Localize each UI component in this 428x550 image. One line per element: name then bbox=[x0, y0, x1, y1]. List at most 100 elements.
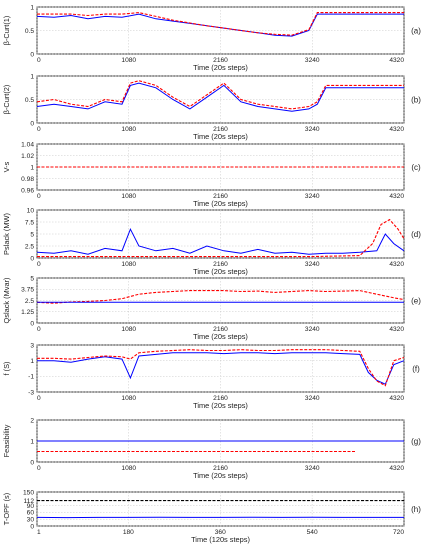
xtick-label: 3240 bbox=[305, 395, 320, 402]
xtick-label: 4320 bbox=[389, 326, 404, 333]
xtick-label: 1080 bbox=[121, 395, 136, 402]
xtick-label: 2160 bbox=[213, 326, 228, 333]
y-axis-label: T-OPF (s) bbox=[2, 493, 11, 525]
panel-d: 0 2.5 5 7.5 10 0 1080 2160 3240 4320 Time (20s ste… bbox=[2, 207, 421, 276]
ytick-label: 7.5 bbox=[25, 219, 34, 226]
xtick-label: 0 bbox=[37, 261, 41, 268]
xtick-label: 3240 bbox=[305, 193, 320, 200]
y-axis-label: f (S) bbox=[2, 362, 11, 376]
x-axis-label: Time (120s steps) bbox=[191, 535, 250, 544]
series-line-1 bbox=[37, 218, 405, 258]
xtick-label: 540 bbox=[307, 529, 318, 536]
ytick-label: 90 bbox=[27, 503, 35, 510]
xtick-label: 3240 bbox=[305, 465, 320, 472]
xtick-label: 4320 bbox=[389, 57, 404, 64]
ytick-label: 2.5 bbox=[25, 243, 34, 250]
x-axis-label: Time (20s steps) bbox=[193, 199, 248, 208]
xtick-label: 2160 bbox=[213, 126, 228, 133]
series-line-0 bbox=[36, 227, 405, 255]
panel-c: 0.96 0.98 1 1.02 1.04 0 1080 2160 3240 4320 Time (… bbox=[2, 141, 421, 208]
y-axis-label: Pslack (MW) bbox=[2, 213, 11, 255]
ytick-label: 0 bbox=[30, 120, 34, 127]
x-axis-label: Time (20s steps) bbox=[193, 332, 248, 341]
x-axis-label: Time (20s steps) bbox=[193, 471, 248, 480]
ytick-label: 1.25 bbox=[21, 309, 34, 316]
y-axis-label: β-Curt(1) bbox=[2, 16, 11, 46]
xtick-label: 1080 bbox=[121, 261, 136, 268]
plot-area bbox=[36, 491, 405, 527]
x-axis-label: Time (20s steps) bbox=[193, 401, 248, 410]
panel-tag: (h) bbox=[411, 505, 421, 514]
panel-a: 0 0.5 1 0 1080 2160 3240 4320 Time (20s steps) β-… bbox=[2, 4, 421, 72]
x-axis-label: Time (20s steps) bbox=[193, 132, 248, 141]
panel-tag: (b) bbox=[411, 96, 421, 105]
ytick-label: -1 bbox=[28, 374, 34, 381]
ytick-label: 5 bbox=[30, 231, 34, 238]
xtick-label: 2160 bbox=[213, 57, 228, 64]
ytick-label: 60 bbox=[27, 510, 35, 517]
y-axis-label: Feasibility bbox=[2, 424, 11, 457]
series-line-0 bbox=[36, 82, 404, 112]
panel-b: 0 0.5 1 0 1080 2160 3240 4320 Time (20s steps) β-… bbox=[2, 73, 421, 141]
y-axis-label: β-Curt(2) bbox=[2, 85, 11, 115]
panel-g: 0 1 2 0 1080 2160 3240 4320 Time (20s steps) Feas… bbox=[2, 417, 421, 480]
ytick-label: 0 bbox=[30, 320, 34, 327]
series-line-0 bbox=[36, 13, 404, 37]
ytick-label: 1 bbox=[30, 164, 34, 171]
xtick-label: 1080 bbox=[121, 465, 136, 472]
ytick-label: 0 bbox=[30, 51, 34, 58]
xtick-label: 4320 bbox=[389, 465, 404, 472]
x-axis-label: Time (20s steps) bbox=[193, 63, 248, 72]
panel-tag: (d) bbox=[411, 230, 421, 239]
panel-tag: (g) bbox=[411, 437, 421, 446]
xtick-label: 0 bbox=[37, 465, 41, 472]
ytick-label: 2 bbox=[30, 417, 34, 424]
xtick-label: 4320 bbox=[389, 261, 404, 268]
ytick-label: 1 bbox=[30, 73, 34, 80]
xtick-label: 360 bbox=[215, 529, 226, 536]
ytick-label: 1 bbox=[30, 438, 34, 445]
ytick-label: -3 bbox=[28, 389, 34, 396]
ytick-label: 0.5 bbox=[25, 28, 34, 35]
ytick-label: 1 bbox=[30, 4, 34, 11]
ytick-label: 30 bbox=[27, 517, 35, 524]
ytick-label: 3 bbox=[30, 342, 34, 349]
ytick-label: 150 bbox=[23, 489, 34, 496]
xtick-label: 4320 bbox=[389, 126, 404, 133]
y-axis-label: Qslack (Mvar) bbox=[2, 278, 11, 324]
ytick-label: 0 bbox=[30, 523, 34, 530]
panel-f: -3 -1 1 3 0 1080 2160 3240 4320 Time (20s steps) f… bbox=[2, 342, 420, 410]
ytick-label: 0.98 bbox=[21, 176, 34, 183]
xtick-label: 1080 bbox=[121, 326, 136, 333]
ytick-label: 0.5 bbox=[25, 97, 34, 104]
series-line-1 bbox=[36, 80, 404, 110]
ytick-label: 0.96 bbox=[21, 187, 34, 194]
xtick-label: 720 bbox=[393, 529, 404, 536]
ytick-label: 0 bbox=[30, 459, 34, 466]
xtick-label: 1080 bbox=[121, 193, 136, 200]
xtick-label: 2160 bbox=[213, 465, 228, 472]
panel-tag: (e) bbox=[411, 297, 421, 306]
xtick-label: 0 bbox=[37, 326, 41, 333]
panel-e: 0 1.25 2.5 3.75 5 0 1080 2160 3240 4320 Time (20s … bbox=[2, 275, 421, 341]
ytick-label: 1.02 bbox=[21, 153, 34, 160]
panel-tag: (c) bbox=[411, 163, 421, 172]
xtick-label: 2160 bbox=[213, 261, 228, 268]
xtick-label: 1 bbox=[37, 529, 41, 536]
xtick-label: 0 bbox=[37, 395, 41, 402]
xtick-label: 3240 bbox=[305, 326, 320, 333]
xtick-label: 180 bbox=[123, 529, 134, 536]
xtick-label: 0 bbox=[37, 126, 41, 133]
xtick-label: 1080 bbox=[121, 126, 136, 133]
x-axis-label: Time (20s steps) bbox=[193, 267, 248, 276]
y-axis-label: V-s bbox=[2, 161, 11, 172]
ytick-label: 112 bbox=[23, 498, 34, 505]
ytick-label: 5 bbox=[30, 275, 34, 282]
xtick-label: 2160 bbox=[213, 395, 228, 402]
ytick-label: 0 bbox=[30, 255, 34, 262]
xtick-label: 3240 bbox=[305, 126, 320, 133]
ytick-label: 1 bbox=[30, 358, 34, 365]
ytick-label: 1.04 bbox=[21, 141, 34, 148]
